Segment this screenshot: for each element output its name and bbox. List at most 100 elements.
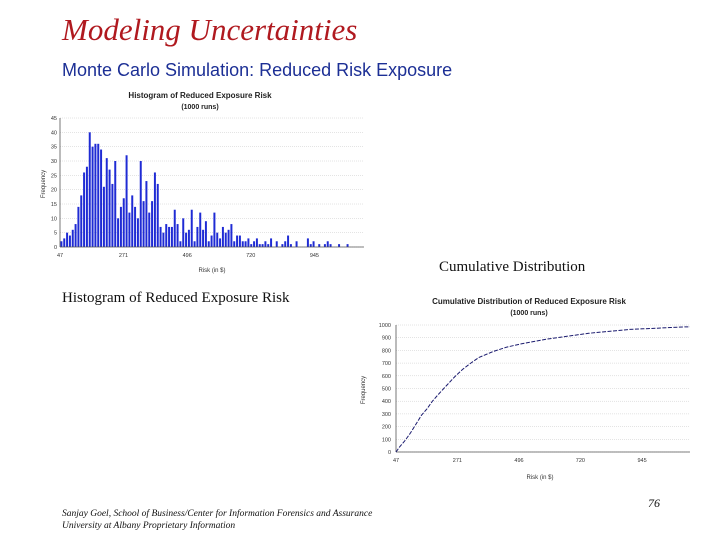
histogram-bar	[326, 241, 329, 247]
histogram-bar	[170, 226, 173, 247]
cdf-y-tick: 600	[382, 374, 391, 380]
histogram-bar	[224, 232, 227, 247]
histogram-bar	[219, 238, 222, 247]
histogram-y-tick: 40	[51, 130, 57, 136]
histogram-bar	[329, 244, 332, 247]
histogram-bar	[199, 212, 202, 247]
histogram-bar	[108, 169, 111, 247]
histogram-bar	[148, 212, 151, 247]
histogram-bar	[338, 244, 341, 247]
cdf-y-label: Frequency	[361, 376, 367, 404]
histogram-bar	[88, 132, 91, 247]
histogram-bar	[306, 238, 309, 247]
histogram-x-tick: 47	[57, 253, 63, 259]
cdf-x-label: Risk (in $)	[526, 475, 553, 481]
cdf-y-ticks: 0 100 200 300 400 500 600 700 800 900 1000	[379, 323, 391, 456]
cdf-y-tick: 1000	[379, 323, 391, 329]
histogram-bar	[253, 241, 256, 247]
histogram-bar	[134, 206, 137, 247]
histogram-bar	[261, 244, 264, 247]
histogram-bar	[233, 241, 236, 247]
histogram-bar	[241, 241, 244, 247]
histogram-bar	[156, 183, 159, 247]
cdf-x-ticks: 47 271 496 720 945	[393, 458, 647, 464]
histogram-bar	[131, 195, 134, 247]
cdf-line	[395, 326, 691, 453]
cdf-y-tick: 0	[388, 450, 391, 456]
histogram-y-ticks: 0 5 10 15 20 25 30 35 40 45	[51, 116, 57, 251]
cdf-y-tick: 700	[382, 361, 391, 367]
histogram-bar	[97, 143, 100, 247]
histogram-bar	[100, 149, 103, 247]
histogram-bar	[125, 155, 128, 247]
histogram-x-tick: 496	[183, 253, 192, 259]
histogram-bar	[346, 244, 349, 247]
histogram-bar	[168, 226, 171, 247]
histogram-bar	[284, 241, 287, 247]
histogram-bar	[238, 235, 241, 247]
histogram-y-tick: 0	[54, 245, 57, 251]
histogram-bar	[196, 226, 199, 247]
histogram-bar	[312, 241, 315, 247]
histogram-y-label: Frequency	[41, 170, 47, 198]
histogram-bar	[323, 244, 326, 247]
histogram-bar	[77, 206, 80, 247]
histogram-bar	[114, 161, 117, 247]
histogram-y-tick: 30	[51, 159, 57, 165]
cdf-x-tick: 47	[393, 458, 399, 464]
histogram-bar	[71, 229, 74, 247]
page-number: 76	[648, 496, 660, 510]
histogram-bar	[159, 226, 162, 247]
histogram-bar	[275, 241, 278, 247]
histogram-y-tick: 10	[51, 216, 57, 222]
histogram-bar	[185, 232, 188, 247]
histogram-bar	[295, 241, 298, 247]
histogram-bar	[204, 221, 207, 247]
cdf-y-tick: 200	[382, 425, 391, 431]
cdf-x-tick: 720	[576, 458, 585, 464]
histogram-bar	[309, 244, 312, 247]
histogram-bar	[63, 238, 66, 247]
histogram-bar	[139, 161, 142, 247]
histogram-bar	[153, 172, 156, 247]
histogram-bar	[281, 244, 284, 247]
histogram-y-tick: 45	[51, 116, 57, 122]
cdf-grid	[396, 324, 690, 453]
footer-line-2: University at Albany Proprietary Informa…	[62, 521, 236, 531]
histogram-bar	[270, 238, 273, 247]
histogram-bar	[151, 201, 154, 247]
histogram-bar	[250, 244, 253, 247]
cdf-x-tick: 271	[453, 458, 462, 464]
histogram-chart: Histogram of Reduced Exposure Risk (1000…	[41, 91, 364, 274]
histogram-bar	[187, 229, 190, 247]
footer-credit: Sanjay Goel, School of Business/Center f…	[62, 508, 372, 532]
histogram-bar	[230, 224, 233, 247]
histogram-bar	[182, 218, 185, 247]
histogram-bar	[258, 244, 261, 247]
histogram-bar	[68, 235, 71, 247]
histogram-bar	[136, 218, 139, 247]
histogram-y-tick: 20	[51, 188, 57, 194]
histogram-bar	[289, 244, 292, 247]
cdf-x-tick: 945	[637, 458, 646, 464]
histogram-bar	[74, 224, 77, 247]
histogram-bar	[94, 143, 97, 247]
histogram-bar	[122, 198, 125, 247]
histogram-bar	[128, 212, 131, 247]
histogram-x-tick: 271	[119, 253, 128, 259]
histogram-bar	[193, 241, 196, 247]
histogram-bar	[190, 209, 193, 247]
histogram-bar	[162, 232, 165, 247]
cdf-y-tick: 800	[382, 348, 391, 354]
histogram-bar	[173, 209, 176, 247]
histogram-bar	[318, 244, 321, 247]
histogram-bar	[117, 218, 120, 247]
histogram-y-tick: 35	[51, 145, 57, 151]
histogram-y-tick: 5	[54, 231, 57, 237]
histogram-bar	[255, 238, 258, 247]
histogram-bar	[179, 241, 182, 247]
histogram-y-tick: 15	[51, 202, 57, 208]
histogram-bar	[267, 244, 270, 247]
histogram-x-tick: 720	[246, 253, 255, 259]
